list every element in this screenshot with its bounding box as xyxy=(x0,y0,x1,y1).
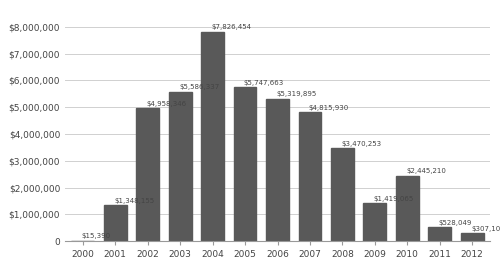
Text: $2,445,210: $2,445,210 xyxy=(406,168,446,174)
Text: $4,958,346: $4,958,346 xyxy=(146,101,186,107)
Text: $4,815,930: $4,815,930 xyxy=(309,105,349,111)
Bar xyxy=(169,92,192,241)
Text: $307,106: $307,106 xyxy=(471,226,500,232)
Text: $7,826,454: $7,826,454 xyxy=(212,24,252,30)
Text: $5,586,337: $5,586,337 xyxy=(179,84,220,90)
Bar xyxy=(461,233,483,241)
Text: $15,390: $15,390 xyxy=(82,233,111,239)
Bar xyxy=(136,109,159,241)
Bar xyxy=(298,112,322,241)
Text: $3,470,253: $3,470,253 xyxy=(341,141,382,147)
Bar xyxy=(266,99,289,241)
Text: $1,419,065: $1,419,065 xyxy=(374,196,414,202)
Bar xyxy=(202,32,224,241)
Bar xyxy=(331,148,353,241)
Text: $5,319,895: $5,319,895 xyxy=(276,91,316,97)
Bar xyxy=(234,87,256,241)
Text: $5,747,663: $5,747,663 xyxy=(244,80,284,86)
Bar xyxy=(396,176,418,241)
Text: $528,049: $528,049 xyxy=(438,220,472,226)
Bar xyxy=(104,205,126,241)
Text: $1,348,155: $1,348,155 xyxy=(114,198,154,204)
Bar xyxy=(364,203,386,241)
Bar xyxy=(428,227,451,241)
